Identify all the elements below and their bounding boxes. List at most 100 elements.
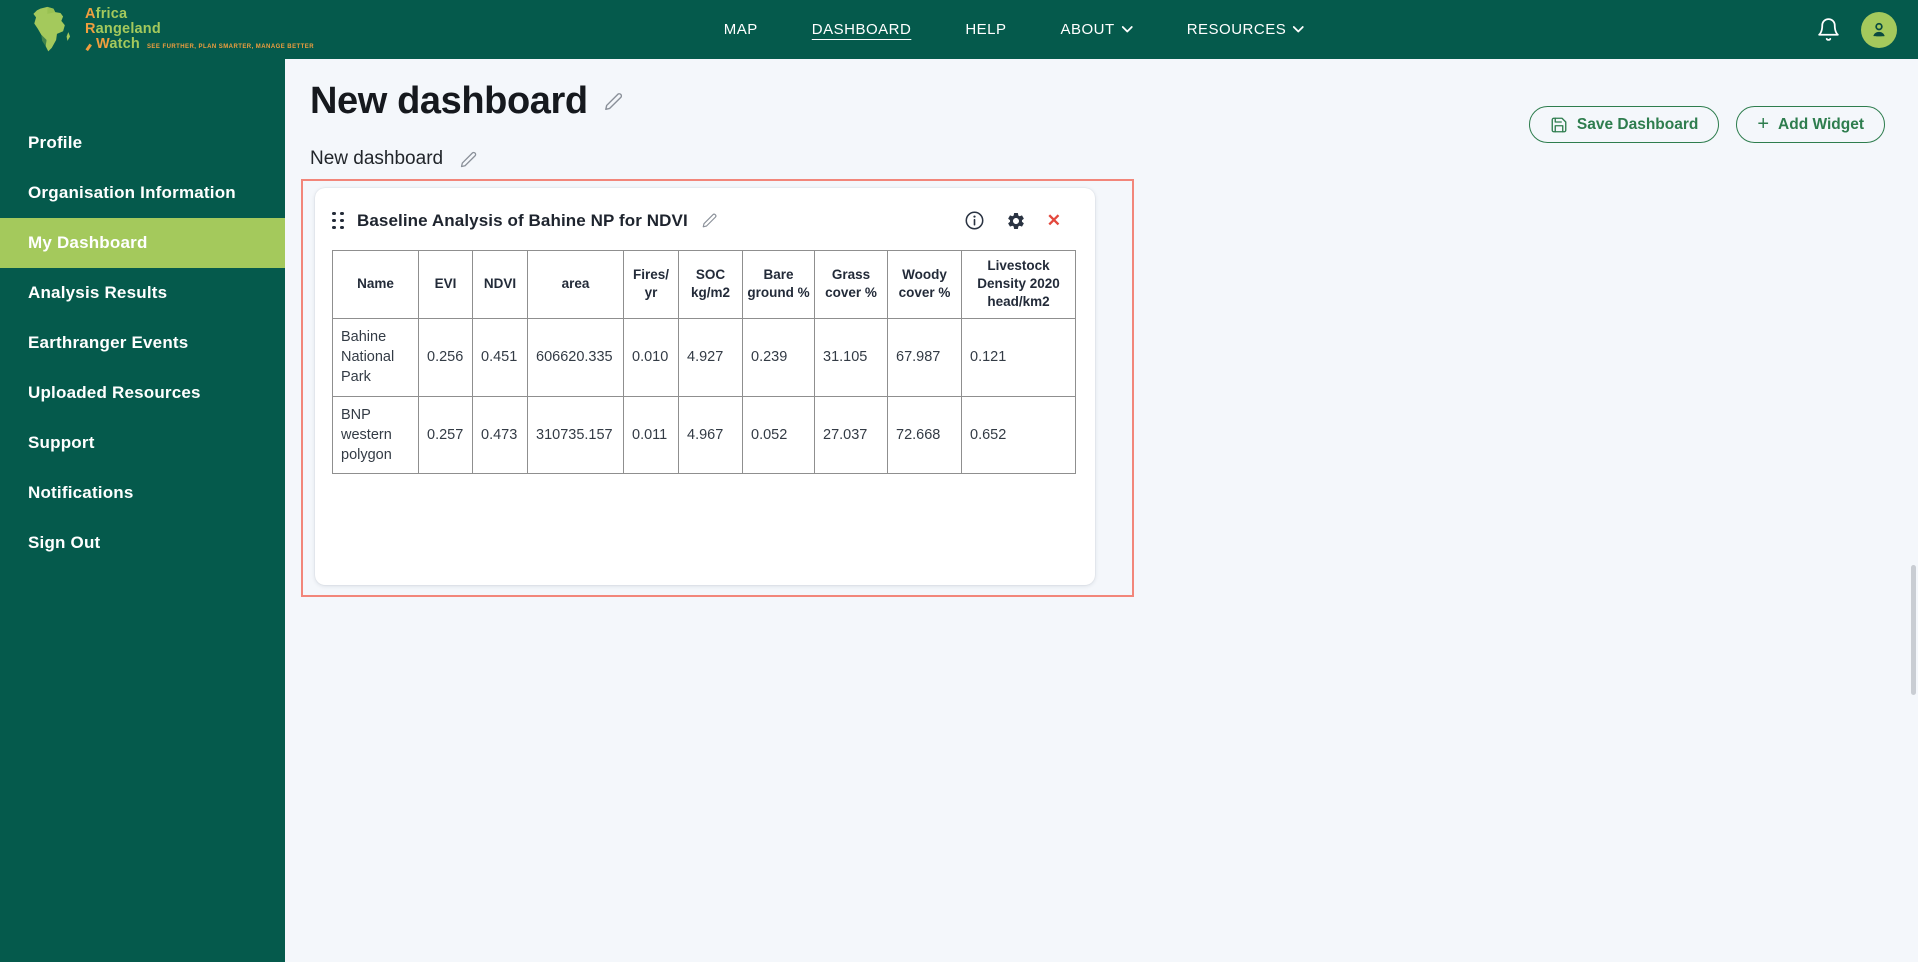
- logo-tick-mark: [85, 43, 92, 51]
- cell-bare-ground: 0.052: [742, 395, 815, 475]
- chevron-down-icon: [1121, 26, 1133, 33]
- user-avatar[interactable]: [1861, 11, 1897, 48]
- column-header: Bare ground %: [742, 250, 815, 319]
- sidebar-item-support[interactable]: Support: [28, 433, 95, 452]
- cell-soc: 4.927: [678, 317, 743, 397]
- notifications-bell-icon[interactable]: [1816, 17, 1841, 42]
- drag-handle-icon[interactable]: [332, 211, 344, 230]
- page-title-row: New dashboard: [310, 80, 624, 123]
- topbar-right-group: [1816, 0, 1897, 59]
- sidebar-item-notifications[interactable]: Notifications: [28, 483, 134, 502]
- baseline-analysis-table: Name EVI NDVI area Fires/ yr SOC kg/m2 B…: [332, 250, 1076, 475]
- table-row: BNP western polygon 0.257 0.473 310735.1…: [332, 395, 1076, 475]
- logo-wordmark: Africa Rangeland Watch SEE FURTHER, PLAN…: [85, 5, 314, 53]
- logo-rest: angeland: [95, 20, 161, 37]
- sidebar-menu: Profile Organisation Information My Dash…: [0, 118, 285, 568]
- cell-ndvi: 0.451: [472, 317, 528, 397]
- logo-line-watch: Watch: [96, 36, 140, 53]
- cell-fires: 0.010: [623, 317, 679, 397]
- nav-item-resources[interactable]: RESOURCES: [1187, 21, 1305, 38]
- cell-woody-cover: 72.668: [887, 395, 962, 475]
- sidebar-item-organisation-information[interactable]: Organisation Information: [28, 183, 236, 202]
- widget-header-icons: ✕: [964, 210, 1078, 231]
- logo-rest: frica: [95, 5, 128, 22]
- nav-item-about[interactable]: ABOUT: [1061, 21, 1133, 38]
- close-widget-icon[interactable]: ✕: [1046, 211, 1061, 230]
- edit-subtitle-pencil-icon[interactable]: [459, 150, 478, 169]
- main-navigation: MAP DASHBOARD HELP ABOUT RESOURCES: [723, 0, 1305, 59]
- cell-soc: 4.967: [678, 395, 743, 475]
- cell-grass-cover: 27.037: [814, 395, 888, 475]
- cell-area: 606620.335: [527, 317, 624, 397]
- nav-item-label: RESOURCES: [1186, 21, 1287, 38]
- save-icon: [1551, 117, 1567, 132]
- sidebar-item-profile[interactable]: Profile: [28, 133, 83, 152]
- save-dashboard-button[interactable]: Save Dashboard: [1528, 106, 1720, 143]
- column-header: Fires/ yr: [623, 250, 679, 319]
- gear-settings-icon[interactable]: [1006, 211, 1026, 231]
- sidebar-item-uploaded-resources[interactable]: Uploaded Resources: [28, 383, 201, 402]
- logo-tagline: SEE FURTHER, PLAN SMARTER, MANAGE BETTER: [146, 44, 314, 51]
- scrollbar-thumb[interactable]: [1911, 565, 1916, 695]
- column-header: NDVI: [472, 250, 528, 319]
- cell-livestock-density: 0.652: [961, 395, 1076, 475]
- page-subtitle-row: New dashboard: [310, 148, 478, 170]
- info-icon[interactable]: [964, 210, 985, 231]
- widget-container-selected[interactable]: Baseline Analysis of Bahine NP for NDVI …: [301, 179, 1134, 597]
- nav-item-dashboard[interactable]: DASHBOARD: [811, 21, 912, 38]
- sidebar-item-my-dashboard[interactable]: My Dashboard: [0, 218, 285, 268]
- person-icon: [1873, 22, 1885, 36]
- column-header: area: [527, 250, 624, 319]
- nav-item-map[interactable]: MAP: [723, 21, 758, 38]
- edit-title-pencil-icon[interactable]: [603, 91, 624, 112]
- cell-area: 310735.157: [527, 395, 624, 475]
- logo-line-rangeland: Rangeland: [85, 20, 314, 37]
- page-subtitle: New dashboard: [310, 148, 444, 169]
- cell-grass-cover: 31.105: [814, 317, 888, 397]
- cell-name: Bahine National Park: [332, 317, 419, 397]
- column-header: Grass cover %: [814, 250, 888, 319]
- add-widget-button[interactable]: + Add Widget: [1736, 106, 1885, 143]
- table-header-row: Name EVI NDVI area Fires/ yr SOC kg/m2 B…: [332, 250, 1076, 319]
- cell-woody-cover: 67.987: [887, 317, 962, 397]
- cell-evi: 0.256: [418, 317, 473, 397]
- column-header: Name: [332, 250, 419, 319]
- cell-bare-ground: 0.239: [742, 317, 815, 397]
- column-header: Livestock Density 2020 head/km2: [961, 250, 1076, 319]
- logo-rest: atch: [109, 36, 140, 53]
- dashboard-actions: Save Dashboard + Add Widget: [1528, 106, 1885, 143]
- column-header: EVI: [418, 250, 473, 319]
- column-header: SOC kg/m2: [678, 250, 743, 319]
- sidebar-item-earthranger-events[interactable]: Earthranger Events: [28, 333, 189, 352]
- widget-card: Baseline Analysis of Bahine NP for NDVI …: [315, 188, 1095, 585]
- plus-icon: +: [1757, 112, 1770, 135]
- nav-item-label: ABOUT: [1060, 21, 1115, 38]
- sidebar-item-analysis-results[interactable]: Analysis Results: [28, 283, 168, 302]
- add-widget-label: Add Widget: [1778, 115, 1864, 133]
- nav-item-help[interactable]: HELP: [965, 21, 1007, 38]
- app-logo[interactable]: Africa Rangeland Watch SEE FURTHER, PLAN…: [0, 6, 314, 54]
- chevron-down-icon: [1293, 26, 1305, 33]
- column-header: Woody cover %: [887, 250, 962, 319]
- logo-line-africa: Africa: [85, 5, 314, 22]
- cell-fires: 0.011: [623, 395, 679, 475]
- sidebar: Profile Organisation Information My Dash…: [0, 59, 285, 962]
- sidebar-item-sign-out[interactable]: Sign Out: [28, 533, 101, 552]
- logo-initial: A: [85, 5, 96, 22]
- cell-name: BNP western polygon: [332, 395, 419, 475]
- top-header-bar: Africa Rangeland Watch SEE FURTHER, PLAN…: [0, 0, 1918, 59]
- page-title: New dashboard: [310, 80, 588, 122]
- main-content: New dashboard Save Dashboard + Add Widge…: [285, 59, 1918, 962]
- logo-initial: R: [85, 20, 96, 37]
- cell-evi: 0.257: [418, 395, 473, 475]
- cell-ndvi: 0.473: [472, 395, 528, 475]
- cell-livestock-density: 0.121: [961, 317, 1076, 397]
- edit-widget-title-pencil-icon[interactable]: [701, 212, 718, 229]
- save-dashboard-label: Save Dashboard: [1576, 115, 1699, 133]
- africa-map-icon: [33, 6, 71, 51]
- logo-line-watch-row: Watch SEE FURTHER, PLAN SMARTER, MANAGE …: [85, 36, 314, 53]
- logo-initial: W: [96, 36, 110, 53]
- table-row: Bahine National Park 0.256 0.451 606620.…: [332, 317, 1076, 397]
- widget-header: Baseline Analysis of Bahine NP for NDVI …: [332, 210, 1078, 231]
- widget-title: Baseline Analysis of Bahine NP for NDVI: [357, 210, 688, 230]
